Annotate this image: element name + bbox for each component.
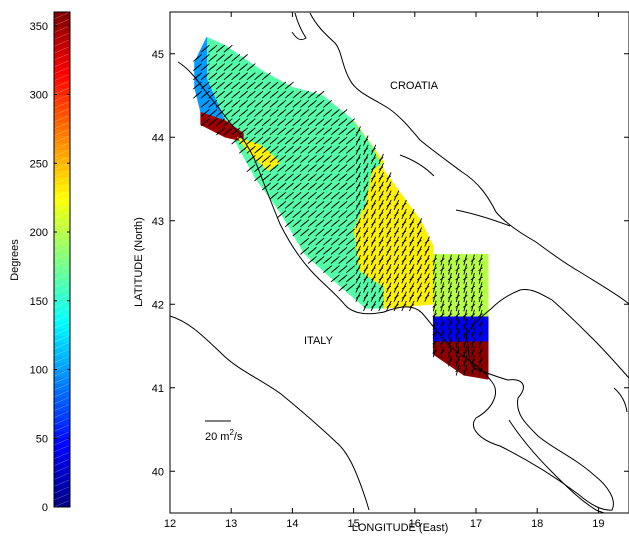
- colorbar-tick-label: 50: [36, 433, 48, 445]
- colorbar-tick-label: 300: [30, 90, 48, 102]
- colorbar-tick-label: 250: [30, 158, 48, 170]
- colorbar-tick-label: 350: [30, 21, 48, 33]
- x-axis-title: LONGITUDE (East): [352, 522, 449, 534]
- y-tick-label: 43: [152, 216, 164, 228]
- colorbar-tick-label: 150: [30, 296, 48, 308]
- lower-right-coastline: [509, 388, 627, 513]
- direction-field: [194, 37, 488, 379]
- map-panel: 12 13 14 15 16 17 18 19404142434445 CROATIA ITA…: [133, 12, 629, 534]
- colorbar-cells: [54, 12, 70, 508]
- x-tick-label: 18: [531, 518, 543, 530]
- y-tick-label: 45: [152, 49, 164, 61]
- colorbar-label: Degrees: [9, 239, 21, 281]
- colorbar-tick-label: 0: [42, 502, 48, 514]
- y-tick-label: 41: [152, 383, 164, 395]
- colorbar: 0 50 100 150 200 250 300 350 Degrees: [9, 12, 70, 514]
- colorbar-tick-label: 100: [30, 365, 48, 377]
- y-tick-label: 40: [152, 466, 164, 478]
- y-axis-title: LATITUDE (North): [133, 217, 145, 307]
- x-tick-label: 17: [470, 518, 482, 530]
- scale-arrow-label: 20 m2/s: [205, 428, 243, 443]
- label-croatia: CROATIA: [390, 80, 439, 92]
- direction-region: [207, 37, 384, 308]
- y-tick-label: 42: [152, 299, 164, 311]
- x-tick-label: 14: [286, 518, 298, 530]
- x-tick-label: 13: [225, 518, 237, 530]
- colorbar-tick-label: 200: [30, 227, 48, 239]
- scale-arrow: 20 m2/s: [205, 421, 243, 443]
- y-tick-label: 44: [152, 132, 164, 144]
- label-italy: ITALY: [304, 335, 334, 347]
- x-tick-label: 12: [164, 518, 176, 530]
- x-tick-label: 19: [592, 518, 604, 530]
